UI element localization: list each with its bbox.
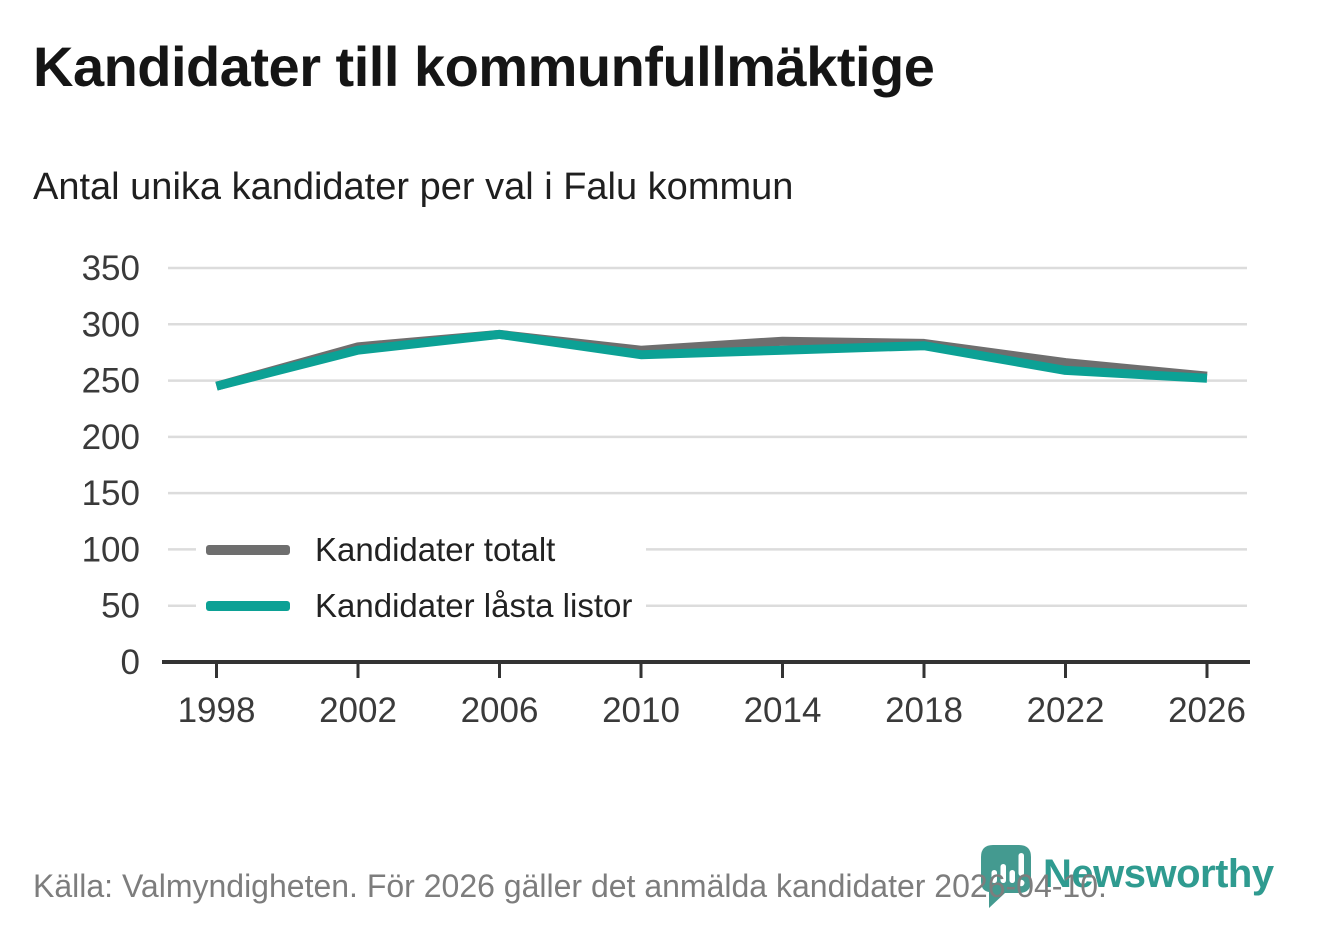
y-tick-label: 250 [82, 362, 140, 401]
y-tick-label: 300 [82, 305, 140, 344]
y-tick-label: 50 [101, 587, 140, 626]
legend-item-locked: Kandidater låsta listor [206, 578, 632, 634]
y-tick-label: 150 [82, 474, 140, 513]
series-line-kandidater-totalt [215, 329, 1208, 391]
x-tick-label: 2010 [602, 691, 680, 730]
newsworthy-wordmark: Newsworthy [1043, 852, 1274, 896]
x-tick-label: 2022 [1027, 691, 1105, 730]
chart-legend: Kandidater totalt Kandidater låsta listo… [196, 520, 647, 636]
y-tick-label: 0 [121, 643, 140, 682]
line-chart: 0 50 100 150 200 250 300 350 1998 2002 2006 2010 201… [82, 249, 1250, 730]
x-tick-label: 2002 [319, 691, 397, 730]
legend-label-locked: Kandidater låsta listor [315, 587, 633, 624]
x-tick-label: 2006 [461, 691, 539, 730]
newsworthy-logo: Newsworthy [981, 845, 1274, 911]
source-note: Källa: Valmyndigheten. För 2026 gäller d… [33, 868, 1107, 904]
series-line-kandidater-l-sta-listor [215, 329, 1208, 391]
x-tick-label: 1998 [178, 691, 256, 730]
legend-swatch-locked-icon [206, 601, 290, 611]
legend-item-total: Kandidater totalt [206, 522, 632, 578]
legend-swatch-total-icon [206, 545, 290, 555]
y-tick-label: 100 [82, 530, 140, 569]
x-tick-label: 2018 [885, 691, 963, 730]
newsworthy-pin-barchart-icon [981, 845, 1031, 908]
x-tick-label: 2026 [1168, 691, 1246, 730]
y-tick-label: 350 [82, 249, 140, 288]
page-title: Kandidater till kommunfullmäktige [33, 35, 935, 98]
page-subtitle: Antal unika kandidater per val i Falu ko… [33, 166, 794, 208]
x-tick-label: 2014 [744, 691, 822, 730]
y-tick-label: 200 [82, 418, 140, 457]
legend-label-total: Kandidater totalt [315, 531, 556, 568]
